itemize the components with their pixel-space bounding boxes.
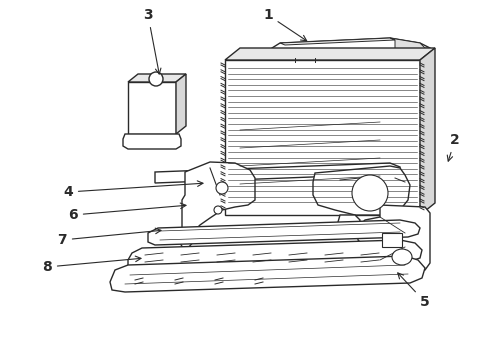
Polygon shape (128, 74, 186, 82)
Polygon shape (225, 60, 420, 215)
Polygon shape (338, 215, 360, 232)
Circle shape (149, 72, 163, 86)
Polygon shape (110, 256, 425, 292)
Polygon shape (155, 163, 400, 183)
Polygon shape (176, 74, 186, 134)
Polygon shape (128, 240, 422, 270)
Polygon shape (123, 134, 181, 149)
Text: 1: 1 (263, 8, 307, 41)
Ellipse shape (392, 249, 412, 265)
Polygon shape (148, 220, 420, 245)
Polygon shape (420, 48, 435, 215)
Text: 6: 6 (68, 203, 186, 222)
Circle shape (214, 206, 222, 214)
Text: 4: 4 (63, 181, 203, 199)
Text: 8: 8 (42, 256, 141, 274)
Polygon shape (128, 82, 176, 134)
Text: 5: 5 (398, 273, 430, 309)
Polygon shape (272, 38, 430, 62)
Circle shape (352, 175, 388, 211)
Text: 2: 2 (447, 133, 460, 161)
Circle shape (216, 182, 228, 194)
Text: 7: 7 (57, 228, 161, 247)
Text: 3: 3 (143, 8, 161, 74)
Polygon shape (182, 162, 255, 232)
Polygon shape (313, 166, 410, 215)
Polygon shape (390, 38, 430, 58)
Polygon shape (358, 205, 430, 283)
Polygon shape (280, 38, 395, 45)
Polygon shape (225, 48, 435, 60)
Polygon shape (180, 228, 195, 248)
Bar (382, 233, 402, 247)
